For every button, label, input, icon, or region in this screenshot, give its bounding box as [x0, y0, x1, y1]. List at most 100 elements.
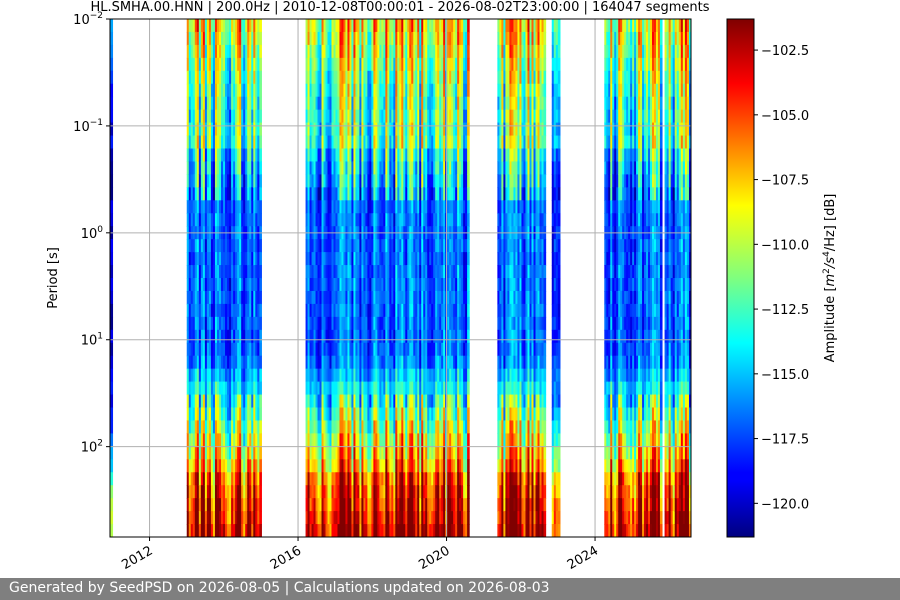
heatmap-cell-2-8-18 [321, 252, 325, 266]
heatmap-cell-2-73-13 [451, 187, 454, 201]
heatmap-cell-2-12-19 [329, 265, 333, 279]
heatmap-cell-2-67-20 [439, 278, 442, 292]
heatmap-cell-2-1-18 [307, 252, 311, 266]
heatmap-cell-2-61-30 [427, 407, 430, 422]
heatmap-cell-2-41-24 [387, 329, 390, 344]
heatmap-cell-1-33-1 [253, 31, 256, 46]
heatmap-cell-2-8-37 [321, 498, 325, 512]
heatmap-cell-2-57-18 [419, 252, 422, 266]
heatmap-cell-2-16-5 [337, 83, 341, 98]
heatmap-cell-1-29-36 [245, 485, 248, 499]
heatmap-cell-2-43-27 [391, 368, 394, 383]
heatmap-cell-1-21-3 [229, 57, 232, 72]
heatmap-cell-2-77-30 [459, 407, 462, 422]
heatmap-cell-2-77-21 [459, 290, 462, 305]
heatmap-cell-1-19-7 [225, 109, 228, 124]
heatmap-cell-1-31-35 [249, 472, 252, 486]
heatmap-cell-1-25-26 [237, 355, 240, 370]
heatmap-cell-1-23-39 [233, 524, 236, 537]
heatmap-cell-1-31-9 [249, 135, 252, 150]
heatmap-cell-2-73-33 [451, 446, 454, 460]
heatmap-cell-1-10-0 [206, 19, 210, 33]
heatmap-cell-1-20-12 [227, 174, 230, 188]
heatmap-cell-2-77-6 [459, 96, 462, 111]
heatmap-cell-2-19-21 [343, 290, 347, 305]
heatmap-cell-2-27-35 [359, 472, 362, 486]
heatmap-cell-2-59-5 [423, 83, 426, 98]
heatmap-cell-2-55-34 [415, 459, 418, 473]
heatmap-cell-3-1-11 [499, 161, 502, 175]
heatmap-cell-2-14-20 [333, 278, 337, 292]
heatmap-cell-2-43-2 [391, 44, 394, 59]
heatmap-cell-2-42-5 [389, 83, 392, 98]
heatmap-cell-2-76-38 [457, 511, 460, 525]
heatmap-cell-2-79-34 [463, 459, 466, 473]
heatmap-cell-1-16-0 [219, 19, 222, 33]
heatmap-cell-1-26-15 [239, 213, 242, 227]
heatmap-cell-2-53-2 [411, 44, 414, 59]
heatmap-cell-1-32-2 [251, 44, 254, 59]
heatmap-cell-2-81-19 [467, 265, 470, 279]
heatmap-cell-1-28-0 [243, 19, 246, 33]
heatmap-cell-2-65-36 [435, 485, 438, 499]
heatmap-cell-1-16-5 [219, 83, 222, 98]
heatmap-cell-2-11-15 [327, 213, 331, 227]
heatmap-cell-1-11-18 [208, 252, 212, 266]
heatmap-cell-1-30-32 [247, 433, 250, 447]
heatmap-cell-1-16-13 [219, 187, 222, 201]
heatmap-cell-1-6-33 [198, 446, 202, 460]
heatmap-cell-1-36-19 [259, 265, 262, 279]
heatmap-cell-3-0-36 [497, 485, 500, 499]
heatmap-cell-2-43-36 [391, 485, 394, 499]
heatmap-cell-2-52-1 [409, 31, 412, 46]
heatmap-cell-2-35-14 [375, 200, 378, 214]
heatmap-cell-0-0-10 [110, 148, 114, 163]
heatmap-cell-2-12-4 [329, 70, 333, 85]
heatmap-cell-2-7-6 [319, 96, 323, 111]
heatmap-cell-1-9-23 [204, 316, 208, 331]
heatmap-cell-2-44-24 [393, 329, 396, 344]
heatmap-cell-2-42-12 [389, 174, 392, 188]
heatmap-cell-2-2-39 [309, 524, 313, 537]
heatmap-cell-3-0-9 [497, 135, 500, 150]
heatmap-cell-2-37-12 [379, 174, 382, 188]
heatmap-cell-2-47-32 [399, 433, 402, 447]
heatmap-cell-2-76-10 [457, 148, 460, 163]
heatmap-cell-1-34-5 [255, 83, 258, 98]
heatmap-cell-1-23-28 [233, 381, 236, 396]
heatmap-cell-1-28-34 [243, 459, 246, 473]
heatmap-cell-1-32-33 [251, 446, 254, 460]
heatmap-cell-1-8-37 [202, 498, 206, 512]
heatmap-cell-3-0-27 [497, 368, 500, 383]
heatmap-cell-1-35-10 [257, 148, 260, 163]
heatmap-cell-2-52-21 [409, 290, 412, 305]
heatmap-cell-2-35-23 [375, 316, 378, 331]
heatmap-cell-2-38-12 [381, 174, 384, 188]
heatmap-cell-2-59-1 [423, 31, 426, 46]
heatmap-cell-2-34-22 [373, 303, 376, 318]
heatmap-cell-2-73-27 [451, 368, 454, 383]
heatmap-cell-2-54-35 [413, 472, 416, 486]
heatmap-cell-2-67-1 [439, 31, 442, 46]
heatmap-cell-2-35-36 [375, 485, 378, 499]
heatmap-cell-1-1-1 [188, 31, 192, 46]
heatmap-cell-2-12-14 [329, 200, 333, 214]
heatmap-cell-2-59-19 [423, 265, 426, 279]
heatmap-cell-1-13-3 [212, 57, 216, 72]
heatmap-cell-2-45-19 [395, 265, 398, 279]
heatmap-cell-2-11-33 [327, 446, 331, 460]
heatmap-cell-2-61-39 [427, 524, 430, 537]
heatmap-cell-2-38-20 [381, 278, 384, 292]
heatmap-cell-2-67-2 [439, 44, 442, 59]
heatmap-cell-1-23-4 [233, 70, 236, 85]
heatmap-cell-1-27-37 [241, 498, 244, 512]
heatmap-cell-2-12-37 [329, 498, 333, 512]
heatmap-cell-2-44-12 [393, 174, 396, 188]
heatmap-cell-3-3-0 [503, 19, 506, 33]
heatmap-cell-1-14-39 [214, 524, 218, 537]
heatmap-cell-2-76-9 [457, 135, 460, 150]
heatmap-cell-0-0-34 [110, 459, 114, 473]
heatmap-cell-1-10-25 [206, 342, 210, 357]
heatmap-cell-1-4-32 [194, 433, 198, 447]
heatmap-cell-1-10-6 [206, 96, 210, 111]
